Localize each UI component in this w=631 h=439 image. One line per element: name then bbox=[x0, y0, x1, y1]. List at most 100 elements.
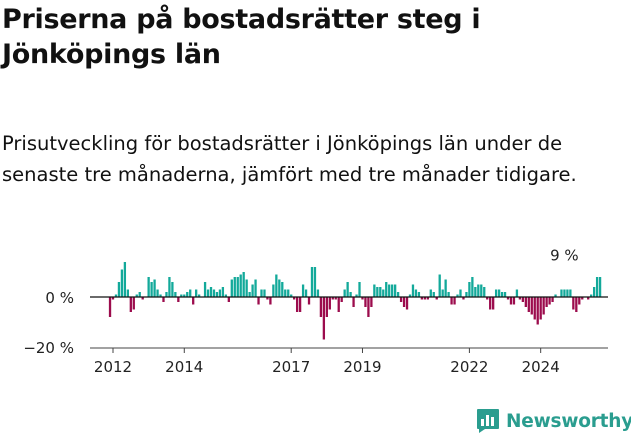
bar bbox=[394, 284, 397, 297]
bar bbox=[248, 292, 251, 297]
bar bbox=[138, 292, 141, 297]
bar bbox=[156, 289, 159, 297]
bar bbox=[239, 274, 242, 297]
bar bbox=[230, 279, 233, 297]
bar bbox=[382, 289, 385, 297]
bar bbox=[135, 294, 138, 297]
bar bbox=[340, 297, 343, 302]
bar bbox=[346, 282, 349, 297]
bar bbox=[168, 277, 171, 297]
bar bbox=[530, 297, 533, 315]
bar bbox=[447, 292, 450, 297]
bar bbox=[587, 297, 590, 300]
bar bbox=[512, 297, 516, 305]
bar bbox=[293, 297, 296, 300]
bar bbox=[432, 292, 435, 297]
bar bbox=[414, 289, 418, 297]
bar bbox=[218, 289, 222, 297]
bar bbox=[257, 297, 260, 305]
bar bbox=[385, 282, 388, 297]
bar bbox=[480, 284, 483, 297]
bar bbox=[367, 297, 370, 317]
bar bbox=[295, 297, 299, 312]
bar bbox=[319, 297, 323, 317]
bar bbox=[281, 282, 284, 297]
bar bbox=[263, 289, 266, 297]
bar bbox=[581, 297, 584, 300]
bar bbox=[598, 277, 602, 297]
bar bbox=[183, 294, 186, 297]
bar bbox=[117, 282, 121, 297]
bar bbox=[509, 297, 513, 305]
brand-logo: Newsworthy bbox=[476, 407, 631, 435]
bar bbox=[126, 289, 129, 297]
bar bbox=[524, 297, 527, 307]
bar bbox=[483, 287, 486, 297]
bar bbox=[195, 289, 198, 297]
price-change-bar-chart: 0 % −20 % 2012 2014 2017 2019 2022 2024 9 % bbox=[23, 247, 608, 376]
bar bbox=[242, 272, 245, 297]
bar bbox=[322, 297, 326, 340]
bar bbox=[227, 297, 230, 302]
bar bbox=[396, 292, 400, 297]
bar bbox=[477, 284, 480, 297]
bar bbox=[272, 284, 275, 297]
bar bbox=[500, 292, 504, 297]
y-axis-labels: 0 % −20 % bbox=[23, 289, 74, 357]
bar bbox=[370, 297, 373, 307]
bar bbox=[388, 284, 391, 297]
x-tick-label: 2014 bbox=[165, 358, 203, 376]
bar bbox=[114, 294, 118, 297]
bar bbox=[592, 287, 596, 297]
y-tick-label: 0 % bbox=[45, 289, 74, 307]
bar bbox=[563, 289, 566, 297]
bar bbox=[572, 297, 575, 310]
bar bbox=[180, 294, 183, 297]
bar bbox=[111, 297, 115, 300]
x-tick-label: 2019 bbox=[343, 358, 381, 376]
bar bbox=[361, 297, 364, 300]
page-subtitle: Prisutveckling för bostadsrätter i Jönkö… bbox=[2, 132, 577, 186]
bar bbox=[515, 289, 519, 297]
bar bbox=[506, 297, 510, 300]
bar bbox=[177, 297, 180, 302]
bar bbox=[417, 292, 421, 297]
bar bbox=[245, 279, 248, 297]
bar bbox=[358, 282, 361, 297]
bar bbox=[459, 289, 462, 297]
x-tick-label: 2022 bbox=[450, 358, 488, 376]
bar bbox=[159, 294, 162, 297]
bar bbox=[316, 289, 320, 297]
bar bbox=[171, 282, 174, 297]
bar bbox=[503, 292, 507, 297]
bar bbox=[275, 274, 278, 297]
bar bbox=[343, 289, 346, 297]
bar bbox=[310, 267, 314, 297]
bar bbox=[497, 289, 501, 297]
bar bbox=[147, 277, 150, 297]
bar bbox=[349, 292, 352, 297]
bar bbox=[236, 277, 239, 297]
bar bbox=[174, 292, 177, 297]
bar bbox=[132, 297, 135, 310]
bar bbox=[450, 297, 453, 305]
bar bbox=[489, 297, 492, 310]
bar bbox=[471, 277, 474, 297]
bar bbox=[352, 297, 355, 307]
bar bbox=[304, 289, 308, 297]
bar bbox=[287, 289, 290, 297]
bar bbox=[290, 294, 293, 297]
bar bbox=[251, 284, 254, 297]
bar bbox=[331, 297, 334, 300]
bar bbox=[379, 287, 382, 297]
bar bbox=[405, 297, 409, 310]
bar bbox=[453, 297, 456, 305]
bar bbox=[325, 297, 328, 317]
bar bbox=[462, 297, 465, 300]
bar bbox=[221, 287, 225, 297]
bar bbox=[150, 282, 153, 297]
x-axis-labels: 2012 2014 2017 2019 2022 2024 bbox=[94, 348, 560, 376]
bar bbox=[165, 292, 168, 297]
bar bbox=[260, 289, 263, 297]
bar bbox=[269, 297, 272, 305]
